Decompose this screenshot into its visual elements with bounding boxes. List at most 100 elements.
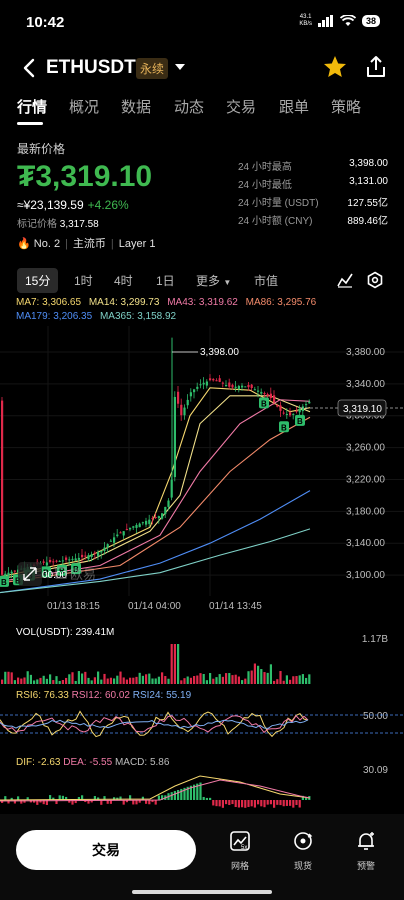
volume-bar xyxy=(151,678,154,684)
candle-body xyxy=(183,407,186,416)
volume-bar xyxy=(180,680,183,684)
volume-bar xyxy=(13,680,16,684)
macd-bar xyxy=(250,800,253,807)
timeframe-more[interactable]: 更多 ▼ xyxy=(196,274,232,288)
trade-button[interactable]: 交易 xyxy=(16,830,196,870)
candle-body xyxy=(122,531,125,536)
volume-bar xyxy=(241,680,244,684)
volume-bar xyxy=(247,671,250,684)
timeframe-4h[interactable]: 4时 xyxy=(114,274,133,288)
tab-feed[interactable]: 动态 xyxy=(174,99,205,116)
candlestick-chart[interactable]: 3,398.00 3,380.003,340.003,300.003,260.0… xyxy=(0,326,404,596)
buy-signal-label: B xyxy=(261,399,267,408)
volume-bar xyxy=(263,672,266,684)
mark-price-value: 3,317.58 xyxy=(59,219,99,230)
volume-bar xyxy=(106,678,109,684)
tab-overview[interactable]: 概况 xyxy=(69,99,100,116)
tab-market[interactable]: 行情 xyxy=(17,99,48,116)
category-tag[interactable]: 主流币 xyxy=(72,238,106,250)
volume-bar xyxy=(225,673,228,684)
watermark-text: 欧易 xyxy=(70,567,96,582)
indicator-icon[interactable] xyxy=(336,271,354,289)
caret-down-icon[interactable] xyxy=(173,60,187,74)
volume-bar xyxy=(161,672,164,684)
candle-body xyxy=(209,378,212,381)
buy-signal-label: B xyxy=(281,423,287,432)
macd-bar xyxy=(151,800,154,803)
trading-pair-title[interactable]: ETHUSDT xyxy=(46,57,136,78)
volume-bar xyxy=(228,673,231,684)
macd-bar xyxy=(231,800,234,805)
candle-body xyxy=(129,527,132,530)
tab-copy-trading[interactable]: 跟单 xyxy=(279,99,310,116)
favorite-star-icon[interactable] xyxy=(322,54,348,80)
grid-bot-icon: 5x xyxy=(230,831,250,851)
macd-bar xyxy=(87,800,90,804)
spot-button[interactable]: 现货 xyxy=(285,830,321,872)
macd-bar xyxy=(49,795,52,800)
chart-settings-icon[interactable] xyxy=(366,271,384,289)
tab-strategy[interactable]: 策略 xyxy=(331,99,362,116)
volume-bar xyxy=(196,675,199,684)
volume-bar xyxy=(26,671,29,684)
timeframe-1d[interactable]: 1日 xyxy=(156,274,175,288)
macd-bar xyxy=(205,797,208,800)
macd-bar xyxy=(276,800,279,805)
status-icons: 43.1 KB/s 38 xyxy=(299,14,380,28)
candle-body xyxy=(199,384,202,386)
wifi-icon xyxy=(339,15,356,26)
volume-bar xyxy=(93,677,96,684)
volume-bar xyxy=(45,678,48,684)
macd-bar xyxy=(74,800,77,804)
volume-bar xyxy=(61,680,64,684)
y-tick-label: 3,220.00 xyxy=(346,474,385,485)
macd-bar xyxy=(269,800,272,805)
macd-bar xyxy=(23,800,26,803)
macd-bar xyxy=(90,800,93,803)
watermark: 欧易 xyxy=(55,567,96,582)
candle-body xyxy=(61,560,64,562)
candle-body xyxy=(93,552,96,554)
alert-button[interactable]: 预警 xyxy=(348,830,384,872)
macd-bar xyxy=(193,784,196,800)
macd-bar xyxy=(180,788,183,800)
macd-bar xyxy=(36,800,39,805)
volume-bar xyxy=(135,676,138,684)
price-label: 最新价格 xyxy=(17,142,66,156)
macd-bar xyxy=(84,800,87,803)
macd-bar xyxy=(10,797,13,800)
timeframe-market-cap[interactable]: 市值 xyxy=(254,274,279,288)
volume-bar xyxy=(97,671,100,684)
layer-tag[interactable]: Layer 1 xyxy=(118,238,156,250)
candle-body xyxy=(49,559,52,563)
ma86-line xyxy=(0,416,311,584)
caret-down-icon: ▼ xyxy=(223,278,232,287)
macd-bar xyxy=(26,797,29,800)
macd-bar xyxy=(301,795,304,800)
top-tabs: 行情 概况 数据 动态 交易 跟单 策略 xyxy=(0,96,404,130)
grid-badge: 5x xyxy=(241,845,247,851)
tab-trade[interactable]: 交易 xyxy=(226,99,257,116)
x-axis-date: 01/13 18:15 xyxy=(47,601,100,612)
candle-body xyxy=(87,555,90,560)
candle-body xyxy=(145,520,148,525)
spot-switch-icon xyxy=(294,832,313,850)
candle-body xyxy=(247,384,250,388)
back-icon[interactable] xyxy=(18,56,42,80)
x-axis-date: 01/14 04:00 xyxy=(128,601,181,612)
volume-bar xyxy=(10,672,13,684)
rank-tag[interactable]: No. 2 xyxy=(33,238,61,250)
candle-body xyxy=(305,404,308,406)
macd-bar xyxy=(260,800,263,807)
tab-data[interactable]: 数据 xyxy=(121,99,152,116)
share-icon[interactable] xyxy=(363,54,389,80)
stat-row: 24 小时量 (USDT) 127.55亿 xyxy=(238,198,388,209)
volume-bar xyxy=(253,663,256,684)
macd-bar xyxy=(33,800,36,803)
candle-body xyxy=(45,562,48,566)
volume-bar xyxy=(154,678,157,684)
timeframe-15m[interactable]: 15分 xyxy=(17,268,59,293)
timeframe-1h[interactable]: 1时 xyxy=(74,274,93,288)
macd-bar xyxy=(129,795,132,800)
grid-button[interactable]: 5x 网格 xyxy=(222,830,258,872)
